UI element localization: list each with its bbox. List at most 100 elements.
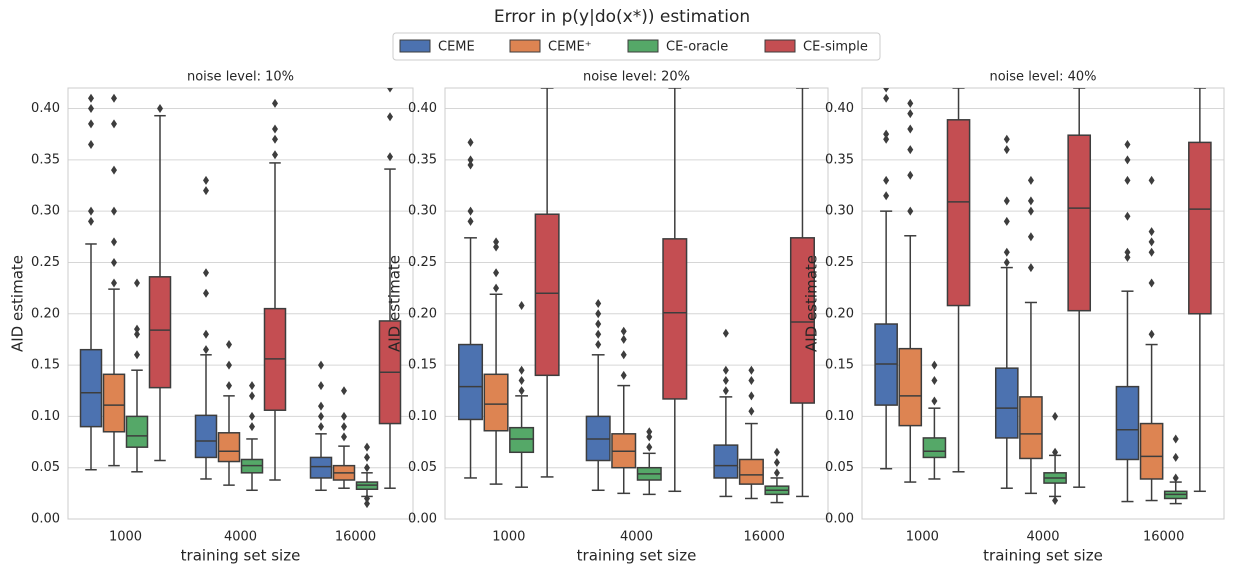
flier [88, 206, 94, 216]
box [898, 347, 923, 427]
y-tick-label: 0.40 [825, 101, 854, 116]
x-tick-label: 1000 [109, 530, 142, 545]
flier [1027, 175, 1034, 185]
flier [364, 452, 370, 462]
flier [620, 370, 627, 380]
flier [203, 175, 209, 185]
x-tick-label: 4000 [1026, 530, 1059, 545]
flier [364, 493, 370, 503]
flier [1172, 473, 1179, 483]
box [994, 367, 1019, 439]
y-axis-label: AID estimate [803, 255, 821, 352]
flier [341, 411, 347, 421]
flier [646, 427, 653, 437]
flier [595, 299, 602, 308]
flier [518, 365, 525, 375]
flier [1124, 175, 1131, 185]
flier [1027, 232, 1034, 242]
flier [493, 268, 500, 278]
flier [249, 411, 255, 421]
flier [387, 112, 393, 122]
flier [883, 134, 890, 144]
box [738, 458, 764, 485]
flier [1124, 155, 1131, 165]
flier [722, 328, 729, 338]
y-tick-label: 0.00 [825, 512, 854, 527]
flier [883, 191, 890, 201]
box [125, 415, 149, 448]
box [79, 348, 103, 428]
panel-title: noise level: 40% [989, 70, 1096, 85]
box [102, 373, 126, 433]
flier [883, 88, 890, 93]
flier [748, 406, 755, 416]
flier [1148, 329, 1155, 339]
flier [595, 329, 602, 339]
box [1067, 134, 1092, 312]
x-tick-label: 4000 [224, 530, 257, 545]
y-tick-label: 0.25 [825, 255, 854, 270]
box [1139, 422, 1164, 480]
x-axis-label: training set size [983, 547, 1103, 565]
y-tick-label: 0.10 [408, 409, 437, 424]
y-tick-label: 0.25 [408, 255, 437, 270]
flier [883, 129, 890, 139]
plot-area [458, 88, 815, 504]
flier [722, 365, 729, 375]
flier [387, 152, 393, 162]
flier [1148, 175, 1155, 185]
flier [748, 365, 755, 375]
flier [907, 145, 914, 155]
y-tick-label: 0.00 [408, 512, 437, 527]
flier [773, 458, 780, 468]
flier [1172, 452, 1179, 462]
y-tick-label: 0.00 [31, 512, 60, 527]
plot-area [79, 88, 402, 509]
flier [646, 442, 653, 452]
flier [620, 326, 627, 336]
flier [620, 334, 627, 344]
y-tick-label: 0.30 [408, 204, 437, 219]
flier [111, 119, 117, 129]
legend-swatch [764, 39, 796, 53]
flier [1052, 496, 1059, 506]
flier [1052, 411, 1059, 421]
box [483, 373, 509, 432]
flier [931, 375, 938, 385]
box [309, 456, 333, 479]
flier [341, 432, 347, 442]
flier [773, 447, 780, 457]
flier [203, 268, 209, 278]
box [194, 414, 218, 459]
flier [203, 288, 209, 298]
flier [1052, 447, 1059, 457]
y-tick-label: 0.35 [825, 152, 854, 167]
flier [931, 360, 938, 370]
flier [1003, 196, 1010, 206]
flier [931, 396, 938, 406]
flier [88, 139, 94, 149]
flier [1172, 434, 1179, 444]
flier [387, 88, 393, 93]
y-tick-label: 0.05 [408, 460, 437, 475]
box [662, 238, 688, 400]
flier [518, 375, 525, 385]
flier [883, 175, 890, 185]
y-tick-label: 0.20 [31, 306, 60, 321]
flier [157, 104, 163, 114]
flier [1124, 247, 1131, 257]
flier [111, 237, 117, 247]
flier [364, 499, 370, 509]
flier [595, 309, 602, 319]
axes-frame [444, 87, 829, 520]
y-tick-label: 0.15 [31, 358, 60, 373]
y-tick-label: 0.30 [31, 204, 60, 219]
flier [1148, 227, 1155, 237]
flier [1027, 206, 1034, 216]
flier [111, 93, 117, 103]
box [946, 119, 971, 307]
legend-label: CEME [438, 40, 475, 55]
y-tick-label: 0.10 [825, 409, 854, 424]
y-tick-label: 0.15 [408, 358, 437, 373]
